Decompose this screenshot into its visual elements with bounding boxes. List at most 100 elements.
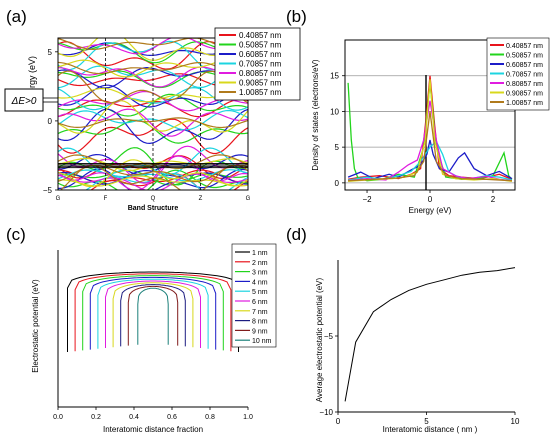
- delta-e-annotation: ΔE>0: [11, 96, 37, 107]
- panel-label-d: (d): [286, 225, 307, 244]
- legend-c: 1 nm 2 nm 3 nm 4 nm 5 nm 6 nm 7 nm 8 nm 9 nm 10 n…: [231, 243, 277, 348]
- x-tick-label: 1.0: [243, 414, 253, 421]
- legend-label: 0.80857 nm: [506, 81, 543, 88]
- delta-e-box: [4, 88, 44, 112]
- legend-b: 0.40857 nm 0.50857 nm 0.60857 nm 0.70857 nm…: [486, 37, 550, 111]
- legend-label: 0.40857 nm: [506, 43, 543, 50]
- y-tick-label: −10: [319, 408, 333, 417]
- x-tick-label: G: [56, 196, 61, 202]
- band-line: [58, 93, 248, 117]
- x-tick-label: 5: [424, 417, 429, 426]
- legend-label: 7 nm: [252, 309, 268, 316]
- y-ticks-d: −10 −5: [319, 332, 338, 417]
- y-axis-label-c: Electrostatic potential (eV): [31, 279, 40, 373]
- average-potential-line: [344, 267, 516, 402]
- x-tick-label: 0.2: [91, 414, 101, 421]
- x-tick-label: Q: [151, 196, 156, 202]
- y-axis-label-a: Energy (eV): [27, 56, 37, 104]
- potential-line: [112, 282, 194, 348]
- average-potential-line: [344, 267, 516, 402]
- legend-label: 1.00857 nm: [239, 88, 282, 97]
- y-axis-label-d: Average electrostatic potential (eV): [315, 277, 324, 402]
- band-line: [58, 84, 248, 108]
- x-ticks-d: 0 5 10: [336, 412, 520, 426]
- x-axis-label-c: Interatomic distance fraction: [103, 425, 203, 434]
- y-tick-label: 0: [335, 179, 340, 188]
- x-tick-label: 0: [336, 417, 341, 426]
- x-axis-label-b: Energy (eV): [409, 206, 452, 215]
- flat-band: [58, 167, 248, 169]
- legend-label: 1 nm: [252, 250, 268, 257]
- potential-line: [120, 284, 186, 347]
- legend-label: 8 nm: [252, 319, 268, 326]
- legend-label: 0.50857 nm: [239, 41, 282, 50]
- legend-label: 0.70857 nm: [239, 60, 282, 69]
- panel-b: −2 0 2 0 5 10 15 Density of states (electrons…: [311, 37, 550, 215]
- legend-label: 0.80857 nm: [239, 69, 282, 78]
- dos-line: [347, 139, 513, 180]
- legend-label: 0.40857 nm: [239, 31, 282, 40]
- x-ticks-c: 0.0 0.2 0.4 0.6 0.8 1.0: [53, 407, 253, 421]
- legend-label: 0.60857 nm: [239, 50, 282, 59]
- potential-line: [74, 273, 232, 352]
- band-line: [58, 108, 248, 145]
- legend-label: 1.00857 nm: [506, 100, 543, 107]
- x-tick-label: G: [246, 196, 251, 202]
- legend-a: 0.40857 nm0.50857 nm0.60857 nm0.70857 nm…: [214, 27, 301, 101]
- y-tick-label: 5: [335, 143, 340, 152]
- x-tick-label: Z: [199, 196, 203, 202]
- panel-a: G F Q Z G −5 0 5 Energy (eV) Band Structure ΔE…: [4, 27, 301, 212]
- x-tick-label: F: [104, 196, 108, 202]
- x-tick-label: 0.4: [129, 414, 139, 421]
- legend-label: 10 nm: [252, 338, 272, 345]
- panel-c: 0.0 0.2 0.4 0.6 0.8 1.0 Electrostatic potenti…: [31, 243, 277, 434]
- legend-label: 0.90857 nm: [239, 79, 282, 88]
- y-tick-label: 5: [48, 48, 53, 57]
- x-ticks-b: −2 0 2: [362, 190, 496, 204]
- y-tick-label: −5: [43, 186, 53, 195]
- panel-label-c: (c): [6, 225, 26, 244]
- potential-line: [82, 275, 224, 351]
- flat-band: [58, 165, 248, 167]
- potential-line: [97, 278, 209, 349]
- panel-label-a: (a): [6, 7, 27, 26]
- potential-line: [67, 271, 239, 352]
- legend-label: 6 nm: [252, 299, 268, 306]
- x-axis-label-a: Band Structure: [128, 205, 179, 212]
- x-tick-label: 0.6: [167, 414, 177, 421]
- legend-label: 2 nm: [252, 260, 268, 267]
- x-tick-label: 0.8: [205, 414, 215, 421]
- y-tick-label: 0: [48, 117, 53, 126]
- potential-line: [105, 280, 201, 348]
- band-line: [58, 168, 248, 190]
- dos-line: [348, 100, 512, 182]
- panel-label-b: (b): [286, 7, 307, 26]
- x-tick-label: 0: [428, 195, 433, 204]
- panel-d: 0 5 10 −10 −5 Average electrostatic potenti…: [315, 260, 520, 434]
- potential-line: [137, 287, 169, 345]
- legend-label: 4 nm: [252, 279, 268, 286]
- y-axis-label-b: Density of states (electrons/eV): [311, 59, 320, 170]
- x-tick-label: 0.0: [53, 414, 63, 421]
- x-axis-label-d: Interatomic distance ( nm ): [383, 425, 478, 434]
- legend-label: 0.50857 nm: [506, 53, 543, 60]
- potential-line: [127, 285, 179, 346]
- x-tick-label: 2: [491, 195, 496, 204]
- legend-label: 0.60857 nm: [506, 62, 543, 69]
- y-tick-label: 10: [330, 107, 339, 116]
- legend-label: 0.90857 nm: [506, 91, 543, 98]
- legend-label: 9 nm: [252, 328, 268, 335]
- high-symmetry-lines: [105, 38, 201, 190]
- band-line: [58, 117, 248, 129]
- y-ticks-b: 0 5 10 15: [330, 72, 345, 188]
- dos-line: [348, 111, 512, 182]
- legend-label: 3 nm: [252, 270, 268, 277]
- potential-line: [89, 276, 217, 350]
- potential-lines: [67, 271, 239, 352]
- dos-lines: [347, 75, 513, 183]
- legend-label: 0.70857 nm: [506, 72, 543, 79]
- y-ticks-a: −5 0 5: [43, 48, 58, 195]
- legend-label: 5 nm: [252, 289, 268, 296]
